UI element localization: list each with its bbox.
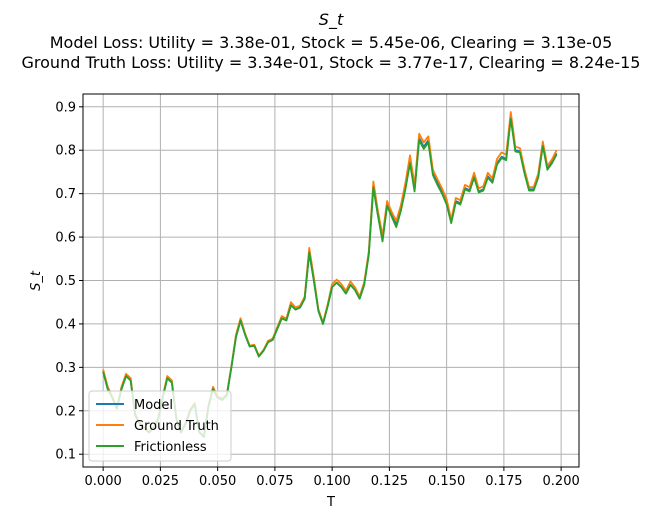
y-tick-label: 0.6 — [55, 231, 76, 246]
x-tick-label: 0.025 — [142, 474, 179, 489]
y-axis-label: S_t — [29, 270, 44, 291]
y-tick-label: 0.8 — [55, 144, 76, 159]
y-axis-ticks: 0.1 0.2 0.3 0.4 0.5 0.6 0.7 0.8 0.9 — [55, 100, 83, 463]
x-tick-label: 0.150 — [428, 474, 465, 489]
x-axis-label: T — [326, 495, 335, 510]
series-line-frictionless — [102, 117, 558, 438]
y-tick-label: 0.9 — [55, 100, 76, 115]
title-block: S_t Model Loss: Utility = 3.38e-01, Stoc… — [22, 10, 641, 72]
x-axis-ticks: 0.000 0.025 0.050 0.075 0.100 0.125 0.150 0.175… — [85, 467, 580, 489]
y-tick-label: 0.4 — [55, 317, 76, 332]
chart-subtitle-line-1: Model Loss: Utility = 3.38e-01, Stock = … — [50, 33, 613, 52]
legend-label-ground-truth: Ground Truth — [134, 419, 219, 434]
chart-subtitle-line-2: Ground Truth Loss: Utility = 3.34e-01, S… — [22, 53, 641, 72]
legend: Model Ground Truth Frictionless — [88, 390, 232, 462]
series-layer — [102, 111, 558, 438]
x-tick-label: 0.000 — [85, 474, 122, 489]
x-tick-label: 0.050 — [199, 474, 236, 489]
x-tick-label: 0.200 — [543, 474, 580, 489]
y-tick-label: 0.1 — [55, 448, 76, 463]
y-tick-label: 0.5 — [55, 274, 76, 289]
legend-label-model: Model — [134, 398, 173, 413]
x-tick-label: 0.100 — [314, 474, 351, 489]
x-tick-label: 0.125 — [371, 474, 408, 489]
series-line-ground-truth — [102, 111, 558, 437]
series-line-model — [102, 115, 558, 438]
y-tick-label: 0.3 — [55, 361, 76, 376]
chart-title: S_t — [319, 10, 344, 30]
y-tick-label: 0.7 — [55, 187, 76, 202]
x-tick-label: 0.175 — [485, 474, 522, 489]
y-tick-label: 0.2 — [55, 404, 76, 419]
x-tick-label: 0.075 — [256, 474, 293, 489]
legend-box — [88, 390, 232, 462]
legend-label-frictionless: Frictionless — [134, 440, 207, 455]
